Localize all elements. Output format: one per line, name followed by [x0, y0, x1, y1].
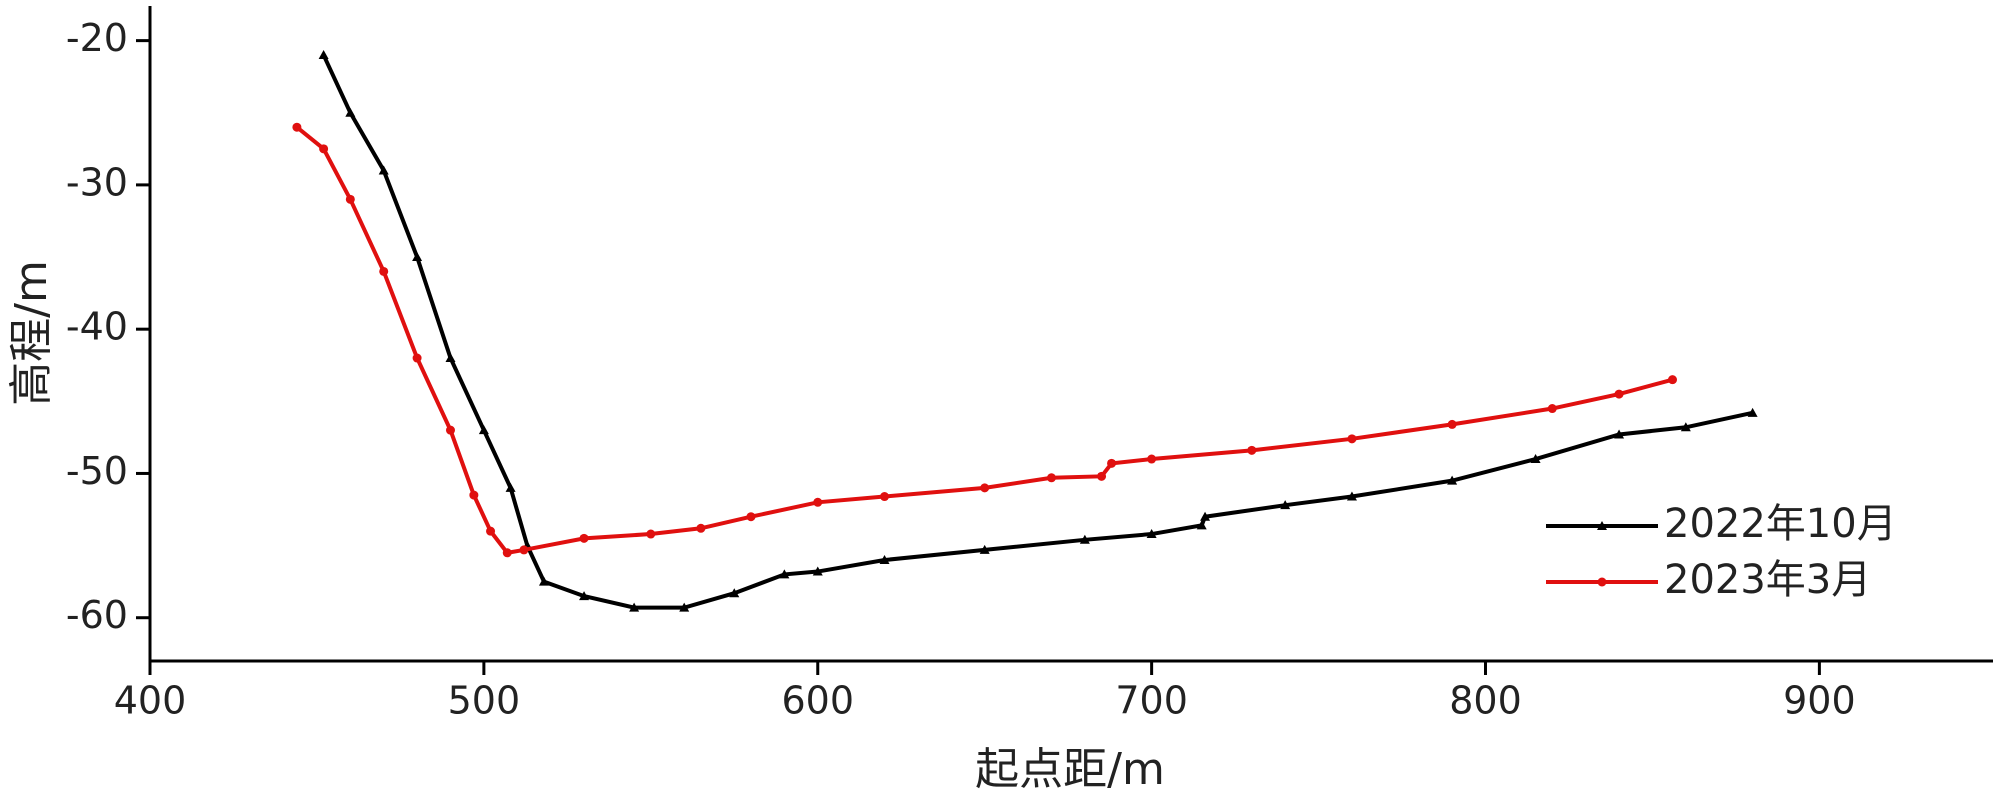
marker [1200, 511, 1211, 521]
marker [478, 425, 489, 435]
marker [1079, 534, 1090, 544]
series-line [321, 54, 1754, 610]
marker [319, 144, 329, 154]
y-tick-label: -40 [66, 305, 128, 349]
marker [1667, 375, 1677, 385]
x-tick-label: 900 [1783, 679, 1856, 723]
y-tick-label: -20 [66, 16, 128, 60]
x-tick-label: 700 [1115, 679, 1188, 723]
marker [979, 544, 990, 554]
marker [469, 490, 479, 500]
marker [1680, 422, 1691, 432]
marker [1547, 404, 1557, 414]
marker [1614, 389, 1624, 399]
x-tick-label: 600 [781, 679, 854, 723]
x-tick-label: 800 [1449, 679, 1522, 723]
marker [378, 165, 389, 175]
marker [345, 107, 356, 117]
marker [980, 483, 990, 493]
marker [1597, 577, 1607, 587]
marker [579, 533, 589, 543]
marker [646, 529, 656, 539]
legend-label: 2022年10月 [1664, 501, 1897, 547]
marker [445, 353, 456, 363]
y-tick-label: -50 [66, 449, 128, 493]
marker [1597, 521, 1607, 530]
marker [1097, 471, 1107, 481]
y-tick-label: -60 [66, 593, 128, 637]
marker [292, 122, 302, 132]
marker [519, 545, 529, 555]
marker [502, 548, 512, 558]
marker [1346, 491, 1357, 501]
y-axis-title: 高程/m [6, 260, 57, 406]
marker [1614, 429, 1625, 439]
x-axis-title: 起点距/m [975, 744, 1165, 795]
marker [1247, 445, 1257, 455]
marker [696, 523, 706, 533]
marker [412, 252, 423, 262]
marker [1447, 475, 1458, 485]
y-tick-label: -30 [66, 160, 128, 204]
marker [679, 602, 690, 612]
marker [629, 602, 640, 612]
marker [1530, 454, 1541, 464]
marker [1107, 458, 1117, 468]
marker [379, 266, 389, 276]
marker [812, 566, 823, 576]
marker [1747, 407, 1758, 417]
legend-label: 2023年3月 [1664, 557, 1871, 603]
marker [505, 482, 516, 492]
marker [1347, 434, 1357, 444]
marker [412, 353, 422, 363]
marker [1046, 473, 1056, 483]
marker [1146, 529, 1157, 539]
marker [1196, 520, 1207, 530]
marker [729, 588, 740, 598]
marker [318, 50, 329, 60]
marker [879, 555, 890, 565]
marker [538, 576, 549, 586]
marker [445, 425, 455, 435]
marker [1280, 500, 1291, 510]
marker [345, 194, 355, 204]
x-tick-label: 500 [448, 679, 521, 723]
marker [813, 497, 823, 507]
marker [880, 492, 890, 502]
marker [486, 526, 496, 536]
marker [779, 569, 790, 579]
marker [1147, 454, 1157, 464]
marker [1447, 419, 1457, 429]
marker [579, 591, 590, 601]
marker [746, 512, 756, 522]
x-tick-label: 400 [114, 679, 187, 723]
